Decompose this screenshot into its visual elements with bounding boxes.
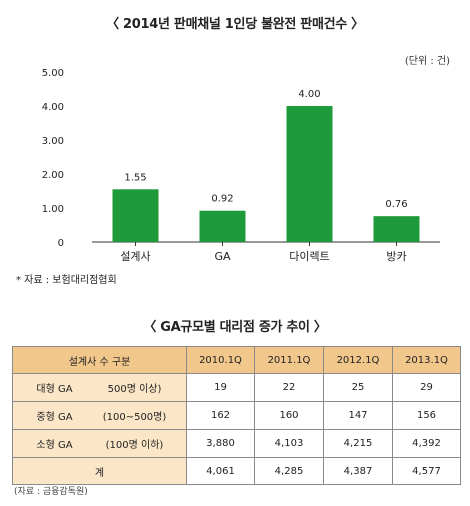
bar-value-label: 0.92 (211, 194, 233, 205)
table-row: 소형 GA (100명 이하) 3,880 4,103 4,215 4,392 (12, 429, 461, 458)
table-row: 대형 GA 500명 이상) 19 22 25 29 (12, 373, 461, 402)
bar (199, 210, 246, 242)
header-label: 설계사 수 구분 (12, 346, 187, 374)
table-cell: 4,061 (186, 457, 255, 485)
table-cell: 147 (323, 401, 393, 430)
table-source: (자료 : 금융감독원) (14, 487, 88, 497)
chart-source: * 자료 : 보험대리점협회 (16, 275, 117, 286)
y-tick-label: 4.00 (42, 102, 64, 113)
y-tick-label: 0 (58, 238, 64, 249)
row-label: 소형 GA (100명 이하) (12, 429, 187, 458)
y-tick-label: 3.00 (42, 136, 64, 147)
y-tick-label: 5.00 (42, 68, 64, 79)
row-label: 중형 GA (100~500명) (12, 401, 187, 430)
table-total-row: 계 4,061 4,285 4,387 4,577 (12, 457, 461, 485)
header-period: 2013.1Q (392, 346, 461, 374)
table-row: 중형 GA (100~500명) 162 160 147 156 (12, 401, 461, 430)
table-cell: 162 (186, 401, 255, 430)
bar-value-label: 0.76 (385, 199, 407, 210)
unit-label: (단위 : 건) (404, 56, 450, 67)
bar-value-label: 1.55 (124, 172, 146, 183)
table-cell: 3,880 (186, 429, 255, 458)
table-cell: 4,215 (323, 429, 393, 458)
header-period: 2010.1Q (186, 346, 255, 374)
bar (112, 189, 159, 242)
row-range: (100~500명) (102, 412, 167, 423)
x-tick-label: 설계사 (120, 250, 150, 263)
y-tick-label: 1.00 (42, 204, 64, 215)
table-cell: 22 (254, 373, 324, 402)
table-cell: 4,285 (254, 457, 324, 485)
y-tick-label: 2.00 (42, 170, 64, 181)
table-cell: 160 (254, 401, 324, 430)
bar-chart: 0 1.00 2.00 3.00 4.00 5.00 1.55 설계사 0.92 GA 4.00 다이… (42, 68, 440, 263)
ga-table: 설계사 수 구분 2010.1Q 2011.1Q 2012.1Q 2013.1Q… (12, 346, 461, 485)
chart-title: 〈 2014년 판매채널 1인당 불완전 판매건수 〉 (106, 17, 364, 32)
table-title: 〈 GA규모별 대리점 증가 추이 〉 (143, 320, 327, 335)
table-cell: 25 (323, 373, 393, 402)
row-range: 500명 이상) (107, 384, 162, 395)
table-cell: 4,392 (392, 429, 461, 458)
header-period: 2011.1Q (254, 346, 324, 374)
table-cell: 29 (392, 373, 461, 402)
x-tick-label: 다이렉트 (289, 250, 329, 263)
row-name: 중형 GA (36, 412, 73, 423)
bar-value-label: 4.00 (298, 89, 320, 100)
row-name: 소형 GA (36, 440, 73, 451)
bar (286, 106, 333, 242)
table-cell: 4,103 (254, 429, 324, 458)
bar (373, 216, 420, 242)
x-tick-label: GA (214, 250, 231, 263)
table-header-row: 설계사 수 구분 2010.1Q 2011.1Q 2012.1Q 2013.1Q (12, 346, 461, 374)
table-cell: 156 (392, 401, 461, 430)
table-cell: 19 (186, 373, 255, 402)
table-cell: 4,577 (392, 457, 461, 485)
row-label: 대형 GA 500명 이상) (12, 373, 187, 402)
header-period: 2012.1Q (323, 346, 393, 374)
x-tick-label: 방카 (386, 250, 406, 263)
table-cell: 4,387 (323, 457, 393, 485)
row-range: (100명 이하) (105, 440, 164, 451)
row-name: 대형 GA (36, 384, 73, 395)
total-label: 계 (12, 457, 187, 485)
